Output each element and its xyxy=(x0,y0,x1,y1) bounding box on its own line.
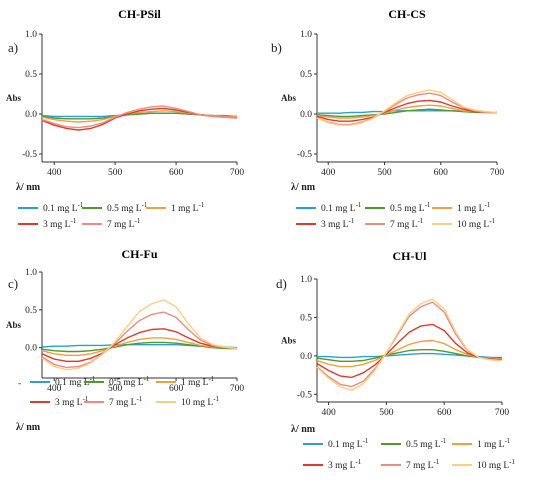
y-tick-label: -0.5 xyxy=(297,390,312,400)
series-line-3 xyxy=(316,104,497,119)
legend: 0.1 mg L-1 0.5 mg L-1 1 mg L-1 3 mg L-1 7 mg… xyxy=(18,201,205,230)
chart-panel-1: a) CH-PSil 1.0 0.5 0.0 -0.5 400 500 600 700 Abs λ/ … xyxy=(6,7,244,230)
legend-label: 7 mg L-1 xyxy=(107,217,141,230)
x-tick-label: 400 xyxy=(47,384,62,394)
legend: 0.1 mg L-1 0.5 mg L-1 1 mg L-1 3 mg L-1 7 mg… xyxy=(303,437,516,471)
legend-label: 0.1 mg L-1 xyxy=(43,201,84,214)
x-tick-label: 500 xyxy=(377,168,392,178)
legend-label: 1 mg L-1 xyxy=(477,437,511,450)
series-line-4 xyxy=(41,328,238,362)
legend-label: 10 mg L-1 xyxy=(477,458,516,471)
series-line-2 xyxy=(316,349,502,362)
legend-label: 7 mg L-1 xyxy=(390,217,424,230)
stray-dash: - xyxy=(18,379,21,389)
x-tick-label: 400 xyxy=(47,168,62,178)
y-tick-label: 0.0 xyxy=(25,110,37,120)
legend-label: 0.1 mg L-1 xyxy=(321,201,362,214)
x-tick-label: 400 xyxy=(321,168,336,178)
y-tick-label: 1.0 xyxy=(300,30,312,40)
x-tick-label: 700 xyxy=(490,168,505,178)
y-axis-label: Abs xyxy=(6,320,22,330)
y-axis-label: Abs xyxy=(6,93,22,103)
chart-title: CH-PSil xyxy=(118,7,161,21)
panel-label: c) xyxy=(8,276,18,291)
y-axis-label: Abs xyxy=(281,336,297,346)
y-tick-label: 1.0 xyxy=(300,275,312,285)
series-line-2 xyxy=(41,341,237,353)
x-axis-label: λ/ nm xyxy=(16,182,41,193)
legend-label: 1 mg L-1 xyxy=(181,375,215,388)
y-tick-label: 0.5 xyxy=(300,70,312,80)
legend-label: 3 mg L-1 xyxy=(43,217,77,230)
panel-label: b) xyxy=(271,40,282,55)
legend-label: 0.5 mg L-1 xyxy=(406,437,447,450)
legend-label: 0.5 mg L-1 xyxy=(107,201,148,214)
chart-panel-4: d) CH-Ul 1.0 0.5 0.0 -0.5 400 500 600 700 Abs λ/ nm… xyxy=(276,249,516,471)
legend: 0.1 mg L-1 0.5 mg L-1 1 mg L-1 3 mg L-1 7 mg… xyxy=(296,201,496,230)
legend-label: 10 mg L-1 xyxy=(181,395,220,408)
legend-label: 0.1 mg L-1 xyxy=(55,375,96,388)
chart-panel-2: b) CH-CS 1.0 0.5 0.0 -0.5 400 500 600 700 Abs λ/ nm… xyxy=(271,7,504,230)
series-line-4 xyxy=(316,99,497,122)
y-tick-label: 0.0 xyxy=(300,110,312,120)
panel-label: a) xyxy=(8,40,18,55)
x-tick-label: 500 xyxy=(379,408,394,418)
legend-label: 0.1 mg L-1 xyxy=(328,437,369,450)
y-tick-label: 0.0 xyxy=(25,344,37,354)
y-tick-label: 1.0 xyxy=(25,268,37,278)
series-line-6 xyxy=(316,298,503,392)
series-line-4 xyxy=(316,323,503,379)
series-line-6 xyxy=(316,89,498,126)
legend-label: 10 mg L-1 xyxy=(457,217,496,230)
x-axis-label: λ/ nm xyxy=(291,182,316,193)
y-tick-label: 0.5 xyxy=(300,313,312,323)
y-tick-label: 1.0 xyxy=(25,30,37,40)
x-axis-label: λ/ nm xyxy=(291,424,316,435)
y-axis-label: Abs xyxy=(281,93,297,103)
x-tick-label: 500 xyxy=(108,384,123,394)
x-axis-label: λ/ nm xyxy=(16,422,41,433)
series-line-5 xyxy=(41,105,238,129)
legend-label: 0.5 mg L-1 xyxy=(390,201,431,214)
panel-label: d) xyxy=(276,276,287,291)
legend-label: 3 mg L-1 xyxy=(321,217,355,230)
legend-label: 3 mg L-1 xyxy=(55,395,89,408)
chart-title: CH-Ul xyxy=(393,249,428,263)
chart-title: CH-Fu xyxy=(122,247,158,261)
x-tick-label: 700 xyxy=(495,408,510,418)
x-tick-label: 400 xyxy=(321,408,336,418)
y-tick-label: 0.0 xyxy=(300,352,312,362)
legend-label: 7 mg L-1 xyxy=(406,458,440,471)
legend-label: 3 mg L-1 xyxy=(328,458,362,471)
series-line-3 xyxy=(316,339,503,368)
x-tick-label: 600 xyxy=(437,408,452,418)
x-tick-label: 600 xyxy=(169,168,184,178)
legend-label: 1 mg L-1 xyxy=(457,201,491,214)
x-tick-label: 700 xyxy=(230,168,245,178)
legend-label: 7 mg L-1 xyxy=(109,395,143,408)
legend-label: 0.5 mg L-1 xyxy=(109,375,150,388)
chart-title: CH-CS xyxy=(388,7,426,21)
series-line-6 xyxy=(41,299,238,371)
y-tick-label: 0.5 xyxy=(25,70,37,80)
y-tick-label: -0.5 xyxy=(22,150,37,160)
legend-label: 1 mg L-1 xyxy=(171,201,205,214)
series-line-3 xyxy=(41,337,238,356)
y-tick-label: 0.5 xyxy=(25,306,37,316)
x-tick-label: 600 xyxy=(169,384,184,394)
x-tick-label: 500 xyxy=(108,168,123,178)
chart-panel-3: c) CH-Fu 1.0 0.5 0.0 400 500 600 700 Abs λ/ nm 0.1 … xyxy=(6,247,244,433)
legend: 0.1 mg L-1 0.5 mg L-1 1 mg L-1 3 mg L-1 7 mg… xyxy=(30,375,220,408)
series-line-5 xyxy=(316,92,497,126)
series-line-2 xyxy=(316,108,497,118)
x-tick-label: 700 xyxy=(230,384,245,394)
x-tick-label: 600 xyxy=(434,168,449,178)
series-line-5 xyxy=(41,311,238,369)
y-tick-label: -0.5 xyxy=(297,150,312,160)
